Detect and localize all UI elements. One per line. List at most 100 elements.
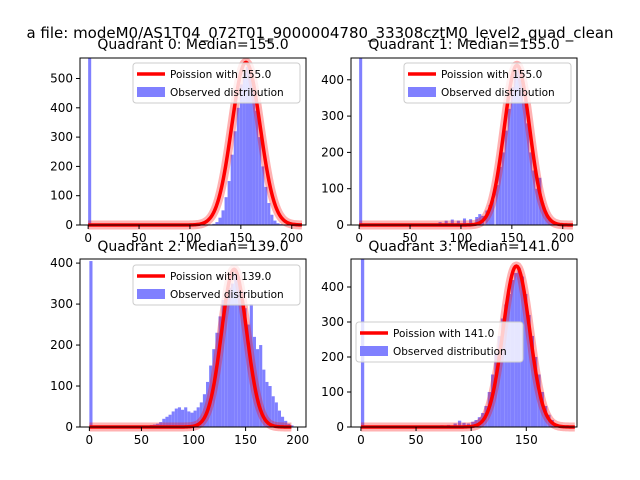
histogram-bar — [234, 273, 238, 427]
histogram-bar — [265, 381, 269, 427]
histogram-bar — [248, 72, 253, 226]
axes-frame — [79, 258, 307, 428]
histogram-bar — [171, 411, 175, 427]
chart-title: Quadrant 2: Median=139.0 — [97, 239, 288, 255]
histogram-bar — [212, 223, 216, 225]
histogram-bar — [535, 188, 539, 225]
figure-suptitle: a file: modeM0/AS1T04_072T01_9000004780_… — [26, 24, 613, 43]
x-axis: 0 50 100 150 — [357, 427, 538, 447]
histogram-bar — [550, 223, 554, 225]
histogram-bar — [478, 214, 482, 225]
y-tick-label: 100 — [50, 379, 73, 393]
histogram-bar — [510, 87, 514, 225]
histogram-bar — [256, 349, 260, 427]
histogram-bar — [488, 205, 492, 225]
histogram-bar — [177, 407, 182, 427]
y-tick-label: 100 — [50, 189, 73, 203]
histogram-bar — [227, 181, 231, 225]
y-tick-label: 400 — [50, 256, 73, 270]
histogram-bar — [501, 152, 505, 225]
histogram-bar — [519, 79, 524, 225]
histogram-bar — [184, 407, 188, 427]
legend-line-label: Poission with 141.0 — [393, 328, 494, 340]
bars-group — [359, 58, 554, 226]
y-tick-label: 100 — [321, 385, 344, 399]
histogram-bar — [290, 425, 294, 427]
y-tick-label: 200 — [50, 338, 73, 352]
x-tick-label: 200 — [280, 231, 303, 245]
histogram-bar — [215, 332, 219, 427]
histogram-bar — [444, 220, 448, 225]
legend: Poission with 141.0 Observed distributio… — [355, 321, 524, 363]
panel-quadrant-1: Quadrant 1: Median=155.0 0 50 100 150 200 0 1… — [321, 37, 578, 245]
histogram-bar — [497, 336, 501, 427]
histogram-bar — [523, 101, 527, 225]
chart-title: Quadrant 0: Median=155.0 — [97, 37, 288, 53]
histogram-bar — [231, 283, 235, 427]
histogram-bar — [540, 392, 544, 427]
y-tick-label: 400 — [321, 73, 344, 87]
histogram-bar — [88, 58, 92, 225]
legend-bar-swatch — [408, 87, 436, 97]
legend-box — [403, 62, 572, 104]
histogram-bar — [491, 199, 495, 225]
bars-group — [88, 58, 286, 226]
x-tick-label: 100 — [449, 231, 472, 245]
histogram-bar — [273, 220, 277, 225]
y-axis: 0 100 200 300 400 500 — [50, 72, 80, 232]
histogram-bar — [359, 58, 363, 225]
histogram-bar — [162, 418, 166, 427]
histogram-bar — [462, 422, 466, 427]
histogram-bar — [534, 357, 538, 427]
histogram-bar — [242, 72, 246, 226]
histogram-bar — [456, 220, 460, 225]
histogram-bar — [268, 386, 272, 427]
axes-frame — [350, 57, 578, 226]
histogram-bar — [513, 72, 517, 226]
histogram-bar — [255, 110, 259, 225]
histogram-bar — [239, 84, 243, 226]
y-tick-label: 0 — [336, 218, 344, 232]
histogram-bar — [245, 66, 249, 225]
histogram-bar — [541, 203, 545, 225]
chart-title: Quadrant 1: Median=155.0 — [368, 37, 559, 53]
x-tick-label: 50 — [408, 433, 423, 447]
histogram-bar — [190, 412, 194, 427]
histogram-bar — [181, 409, 185, 427]
y-axis: 0 100 200 300 400 — [321, 73, 351, 232]
legend-bar-label: Observed distribution — [393, 346, 507, 358]
histogram-bar — [529, 152, 533, 225]
x-axis: 0 50 100 150 200 — [355, 225, 574, 245]
histogram-bar — [218, 217, 222, 225]
histogram-bar — [236, 107, 240, 225]
histogram-bar — [237, 279, 241, 427]
y-axis: 0 100 200 300 400 — [50, 256, 80, 434]
histogram-bar — [516, 68, 520, 225]
x-tick-label: 100 — [460, 433, 483, 447]
y-tick-label: 200 — [321, 350, 344, 364]
x-tick-label: 150 — [515, 433, 538, 447]
legend-bar-swatch — [137, 289, 165, 299]
histogram-bar — [246, 324, 250, 427]
legend: Poission with 139.0 Observed distributio… — [132, 264, 301, 306]
x-tick-label: 150 — [500, 231, 523, 245]
histogram-bar — [174, 408, 178, 427]
y-tick-label: 300 — [50, 130, 73, 144]
histogram-bar — [187, 411, 191, 427]
legend-bar-label: Observed distribution — [170, 87, 284, 99]
legend-bar-label: Observed distribution — [170, 289, 284, 301]
panel-quadrant-3: Quadrant 3: Median=141.0 0 50 100 150 0 100 2… — [321, 239, 579, 447]
histogram-bar — [547, 219, 551, 225]
histogram-bar — [218, 316, 222, 427]
histogram-bar — [224, 295, 228, 427]
histogram-bar — [243, 308, 247, 427]
histogram-bar — [527, 315, 531, 427]
histogram-bar — [274, 402, 278, 427]
x-tick-label: 100 — [178, 231, 201, 245]
histogram-bar — [259, 345, 263, 427]
histogram-bar — [277, 410, 281, 427]
x-tick-label: 50 — [134, 433, 149, 447]
histogram-bar — [271, 396, 275, 427]
legend: Poission with 155.0 Observed distributio… — [132, 62, 301, 104]
x-axis: 0 50 100 150 200 — [86, 427, 309, 447]
